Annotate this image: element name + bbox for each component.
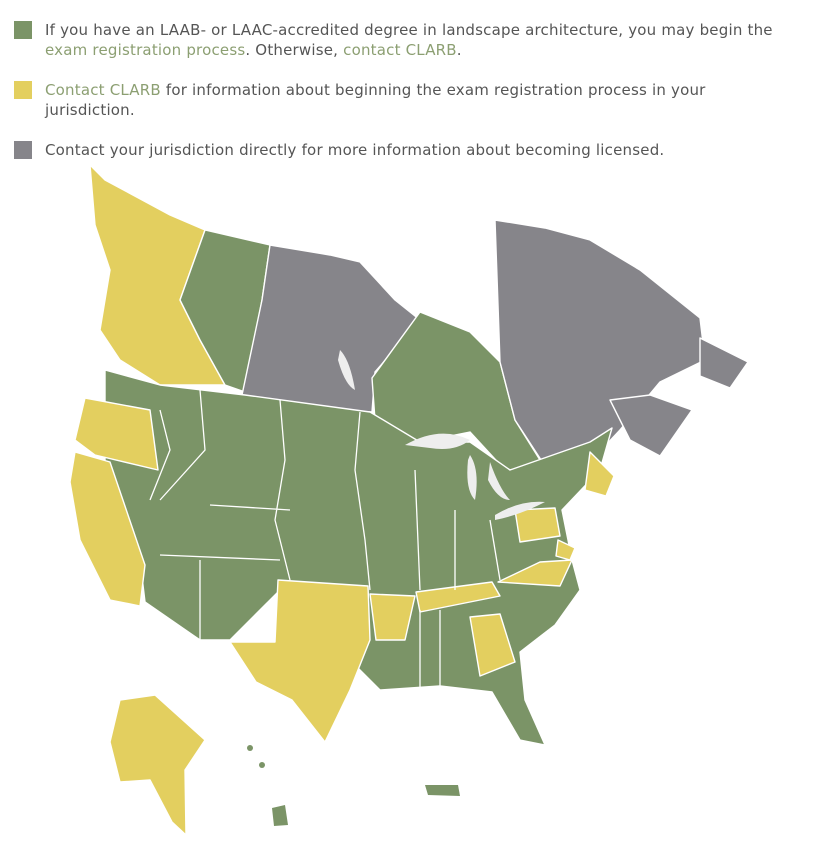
legend-swatch: [14, 141, 32, 159]
link[interactable]: contact CLARB: [343, 41, 457, 59]
region: [109, 694, 206, 836]
region: [74, 397, 159, 471]
text: for information about beginning the exam…: [45, 81, 706, 119]
region: [272, 805, 288, 826]
region: [514, 507, 561, 543]
legend-text: Contact CLARB for information about begi…: [45, 80, 794, 120]
region: [247, 745, 253, 751]
link[interactable]: exam registration process: [45, 41, 246, 59]
lake: [338, 350, 545, 520]
text: .: [456, 41, 462, 59]
region: [369, 593, 416, 641]
region: [497, 559, 573, 587]
legend-item: If you have an LAAB- or LAAC-accredited …: [14, 20, 794, 60]
region: [555, 539, 576, 561]
region: [241, 244, 421, 413]
region: [415, 581, 501, 613]
region: [69, 451, 146, 607]
legend-item: Contact your jurisdiction directly for m…: [14, 140, 794, 160]
legend-item: Contact CLARB for information about begi…: [14, 80, 794, 120]
region: [469, 613, 516, 677]
region: [494, 219, 706, 467]
region: [584, 451, 615, 497]
link[interactable]: Contact CLARB: [45, 81, 161, 99]
region: [425, 785, 460, 796]
legend-text: Contact your jurisdiction directly for m…: [45, 140, 794, 160]
text: . Otherwise,: [245, 41, 344, 59]
borders: [149, 389, 501, 690]
region: [259, 762, 265, 768]
region: [609, 394, 693, 457]
legend-swatch: [14, 81, 32, 99]
region: [699, 337, 749, 389]
legend-swatch: [14, 21, 32, 39]
legend-text: If you have an LAAB- or LAAC-accredited …: [45, 20, 794, 60]
region: [229, 579, 371, 743]
text: If you have an LAAB- or LAAC-accredited …: [45, 21, 773, 39]
text: Contact your jurisdiction directly for m…: [45, 141, 665, 159]
